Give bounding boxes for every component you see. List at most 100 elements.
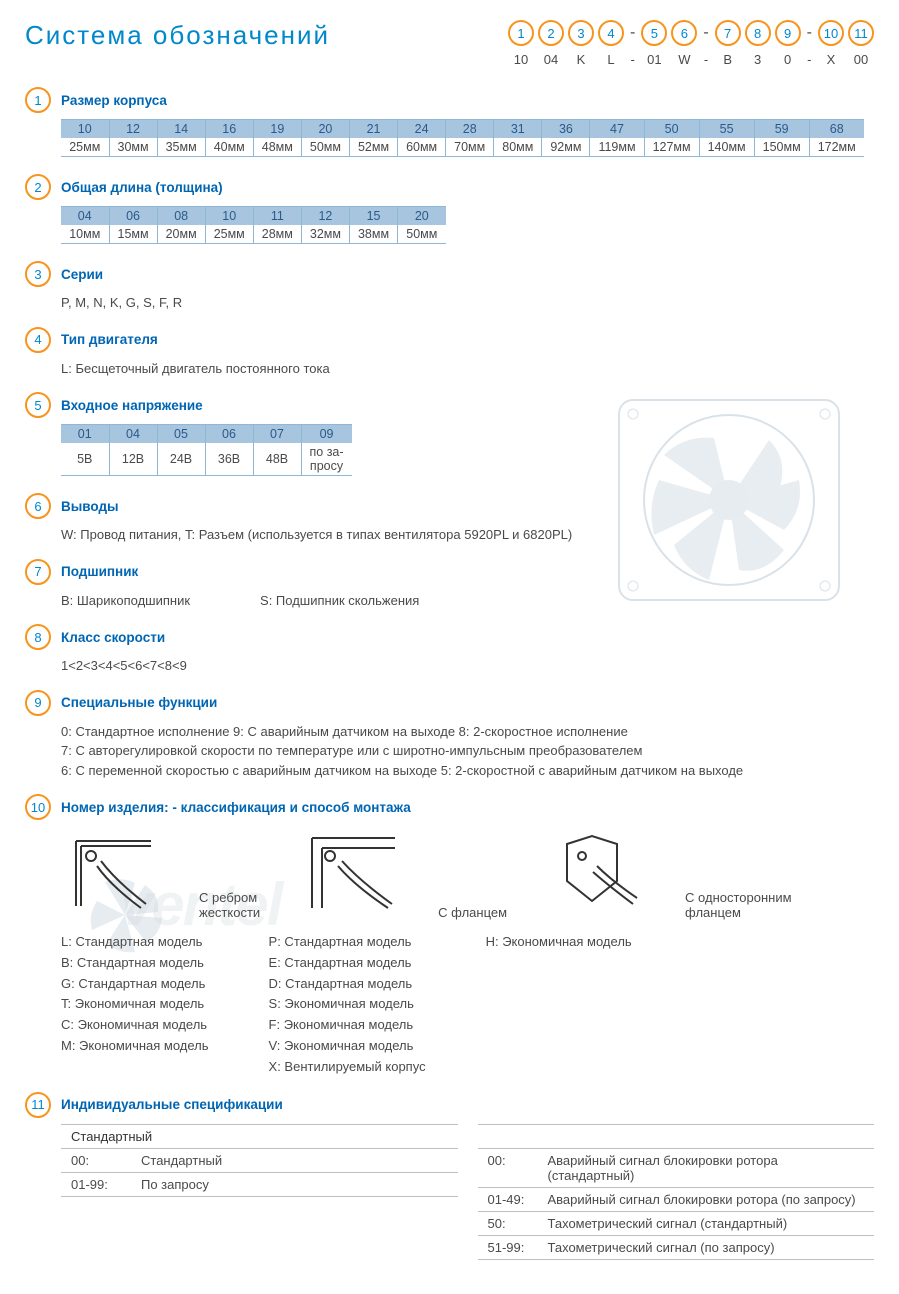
badge-label: 04: [544, 52, 558, 67]
model-item: E: Стандартная модель: [269, 953, 426, 974]
table-header-cell: 10: [61, 120, 109, 138]
section: 1Размер корпуса1012141619202124283136475…: [25, 87, 874, 160]
code-legend: 1102043K4L--5016W--7B8390--10X1100: [508, 20, 874, 67]
code-badge: 1100: [848, 20, 874, 67]
section-title: Выводы: [61, 499, 119, 514]
badge-number: 6: [671, 20, 697, 46]
badge-number: 1: [508, 20, 534, 46]
table-header-cell: 68: [809, 120, 864, 138]
section-text: P, M, N, K, G, S, F, R: [61, 293, 874, 313]
spec-cell: 00:: [61, 1148, 131, 1172]
mount-diagram: [300, 826, 430, 916]
table-cell: 127мм: [644, 138, 699, 156]
section-number-badge: 4: [25, 327, 51, 353]
model-item: M: Экономичная модель: [61, 1036, 209, 1057]
section-title: Класс скорости: [61, 630, 165, 645]
table-header-cell: 16: [205, 120, 253, 138]
table-header-cell: 20: [398, 207, 446, 225]
table-header-cell: 15: [349, 207, 397, 225]
spec-cell: 00:: [478, 1148, 538, 1187]
code-badge: 501: [641, 20, 667, 67]
section-number-badge: 11: [25, 1092, 51, 1118]
badge-label: W: [678, 52, 690, 67]
section-text: W: Провод питания, T: Разъем (использует…: [61, 525, 874, 545]
table-header-cell: 06: [109, 207, 157, 225]
spec-cell: По запросу: [131, 1172, 458, 1196]
badge-label: L: [607, 52, 614, 67]
spec-subhead: Стандартный: [61, 1124, 458, 1148]
model-item: G: Стандартная модель: [61, 974, 209, 995]
model-item: B: Стандартная модель: [61, 953, 209, 974]
model-item: L: Стандартная модель: [61, 932, 209, 953]
spec-table: 00:Аварийный сигнал блокировки ротора (с…: [478, 1124, 875, 1260]
badge-number: 10: [818, 20, 844, 46]
mount-type: С ребром жесткости: [61, 826, 260, 920]
badge-number: 3: [568, 20, 594, 46]
section: 9Специальные функции0: Стандартное испол…: [25, 690, 874, 781]
table-header-cell: 11: [253, 207, 301, 225]
table-cell: 20мм: [157, 225, 205, 243]
section: 6 Выводы W: Провод питания, T: Разъем (исп…: [25, 493, 874, 545]
table-header-cell: 59: [754, 120, 809, 138]
badge-number: 11: [848, 20, 874, 46]
badge-label: 3: [754, 52, 761, 67]
page-title: Система обозначений: [25, 20, 330, 51]
spec-cell: Стандартный: [131, 1148, 458, 1172]
code-badge: 83: [745, 20, 771, 67]
table-header-cell: 14: [157, 120, 205, 138]
badge-label: 10: [514, 52, 528, 67]
section: 8Класс скорости1<2<3<4<5<6<7<8<9: [25, 624, 874, 676]
table-cell: 30мм: [109, 138, 157, 156]
mount-diagram: [547, 826, 677, 916]
mount-caption: С односторонним фланцем: [685, 890, 792, 920]
model-item: X: Вентилируемый корпус: [269, 1057, 426, 1078]
badge-label: K: [577, 52, 586, 67]
table-cell: 36В: [205, 443, 253, 475]
section: 5Входное напряжение0104050607095В12В24В3…: [25, 392, 874, 479]
code-badge: 4L: [598, 20, 624, 67]
table-header-cell: 09: [301, 425, 352, 443]
badge-sep: --: [701, 20, 710, 67]
section-number-badge: 5: [25, 392, 51, 418]
section-number-badge: 6: [25, 493, 51, 519]
table-cell: 119мм: [590, 138, 644, 156]
section-title: Индивидуальные спецификации: [61, 1097, 283, 1112]
table-cell: 50мм: [301, 138, 349, 156]
badge-number: 2: [538, 20, 564, 46]
table-header-cell: 24: [398, 120, 446, 138]
table-cell: 25мм: [61, 138, 109, 156]
table-header-cell: 12: [301, 207, 349, 225]
table-header-cell: 19: [253, 120, 301, 138]
section-title: Серии: [61, 267, 103, 282]
table-header-cell: 06: [205, 425, 253, 443]
table-header-cell: 10: [205, 207, 253, 225]
table-cell: 48мм: [253, 138, 301, 156]
section: 4Тип двигателяL: Бесщеточный двигатель п…: [25, 327, 874, 379]
section-title: Номер изделия: - классификация и способ …: [61, 800, 411, 815]
table-cell: 50мм: [398, 225, 446, 243]
table-cell: 172мм: [809, 138, 864, 156]
table-cell: 40мм: [205, 138, 253, 156]
table-header-cell: 12: [109, 120, 157, 138]
spec-cell: 01-49:: [478, 1187, 538, 1211]
section-number-badge: 8: [25, 624, 51, 650]
table-header-cell: 01: [61, 425, 109, 443]
section-text: L: Бесщеточный двигатель постоянного ток…: [61, 359, 874, 379]
section-title: Подшипник: [61, 564, 138, 579]
badge-label: B: [723, 52, 732, 67]
code-badge: 3K: [568, 20, 594, 67]
section-text: S: Подшипник скольжения: [260, 591, 419, 611]
spec-cell: Тахометрический сигнал (по запросу): [538, 1235, 875, 1259]
data-table: 040608101112152010мм15мм20мм25мм28мм32мм…: [61, 207, 446, 243]
table-cell: 92мм: [542, 138, 590, 156]
mount-type: С односторонним фланцем: [547, 826, 792, 920]
table-cell: 38мм: [349, 225, 397, 243]
section-text: 0: Стандартное исполнение 9: С аварийным…: [61, 722, 874, 742]
spec-cell: Тахометрический сигнал (стандартный): [538, 1211, 875, 1235]
model-item: C: Экономичная модель: [61, 1015, 209, 1036]
table-cell: 28мм: [253, 225, 301, 243]
table-header-cell: 36: [542, 120, 590, 138]
table-cell: 35мм: [157, 138, 205, 156]
section-number-badge: 2: [25, 174, 51, 200]
model-item: S: Экономичная модель: [269, 994, 426, 1015]
